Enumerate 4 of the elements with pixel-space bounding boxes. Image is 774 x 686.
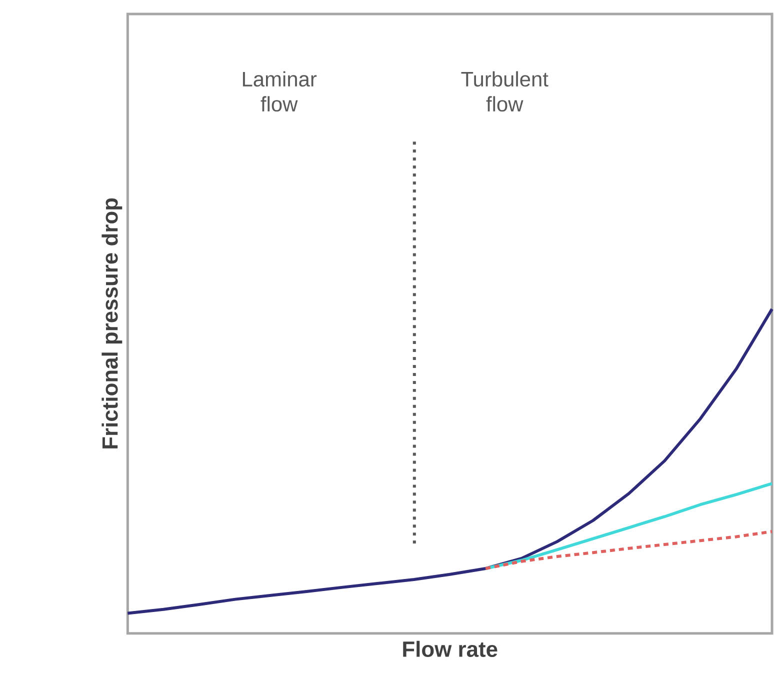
text: Turbulent flow [461, 71, 548, 112]
text: Laminar flow [242, 71, 317, 112]
y-axis-title: Frictional pressure drop [102, 198, 122, 448]
x-axis-title: Flow rate [403, 640, 498, 657]
